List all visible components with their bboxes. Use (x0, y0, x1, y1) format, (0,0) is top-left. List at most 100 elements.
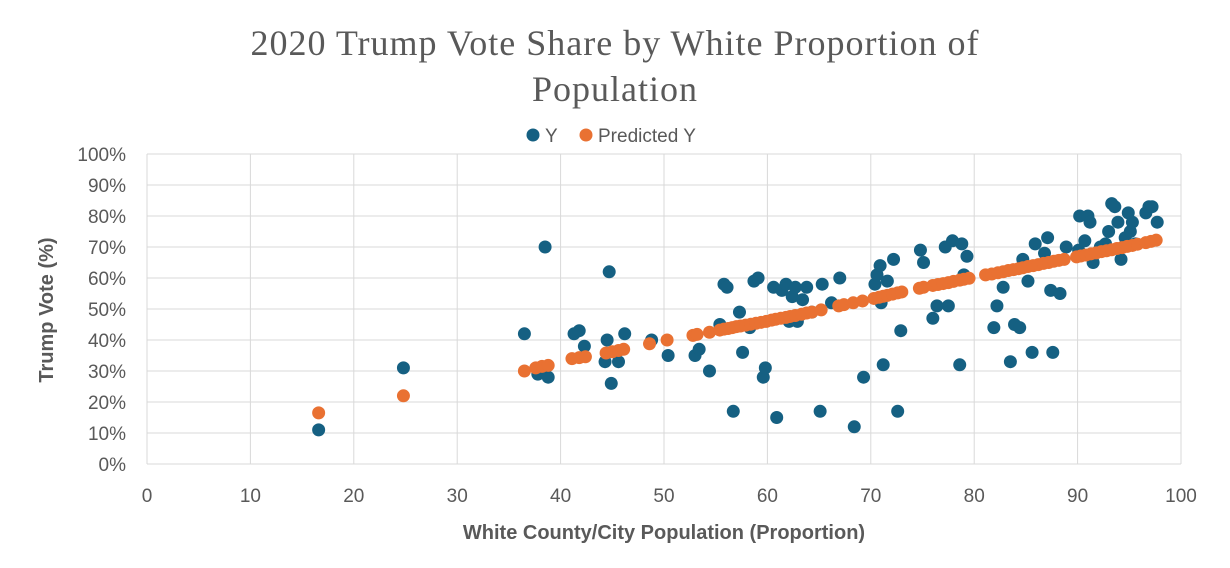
point-y (987, 321, 1001, 335)
point-y (726, 404, 740, 418)
point-predicted-y (690, 327, 704, 341)
point-y (873, 259, 887, 273)
chart-title-line-1: 2020 Trump Vote Share by White Proportio… (250, 23, 980, 63)
point-y (930, 299, 944, 313)
point-predicted-y (1149, 233, 1163, 247)
legend-label-y: Y (545, 126, 558, 147)
point-y (1013, 321, 1027, 335)
point-y (692, 342, 706, 356)
point-y (887, 252, 901, 266)
point-y (833, 271, 847, 285)
point-y (880, 274, 894, 288)
y-tick-label: 70% (88, 238, 126, 259)
x-tick-label: 10 (240, 486, 261, 507)
point-y (913, 243, 927, 257)
y-tick-label: 100% (77, 145, 126, 166)
y-tick-label: 60% (88, 269, 126, 290)
point-y (732, 305, 746, 319)
point-predicted-y (643, 337, 657, 351)
point-y (1028, 237, 1042, 251)
point-predicted-y (517, 364, 531, 378)
point-y (926, 311, 940, 325)
point-y (1046, 345, 1060, 359)
point-y (996, 280, 1010, 294)
point-y (312, 423, 326, 437)
x-tick-label: 80 (964, 486, 985, 507)
point-predicted-y (814, 303, 828, 317)
point-y (604, 376, 618, 390)
point-y (661, 349, 675, 362)
chart-title-line-2: Population (531, 69, 698, 109)
point-predicted-y (856, 294, 870, 308)
point-y (1053, 287, 1067, 300)
gridlines (146, 153, 1182, 465)
legend-marker-predicted-y (579, 128, 593, 142)
x-tick-label: 50 (653, 486, 674, 507)
y-tick-label: 10% (88, 424, 126, 445)
point-y (1078, 234, 1092, 248)
point-y (1021, 274, 1035, 288)
point-y (891, 404, 905, 418)
point-y (788, 280, 802, 294)
point-y (517, 327, 531, 341)
y-tick-label: 80% (88, 207, 126, 228)
point-y (1111, 215, 1125, 229)
point-y (1145, 200, 1159, 214)
point-y (577, 339, 591, 353)
point-y (955, 237, 969, 251)
point-y (941, 299, 955, 313)
point-y (800, 280, 814, 294)
point-y (894, 324, 908, 338)
x-tick-labels: 0 10 20 30 40 50 60 70 80 90 100 (142, 486, 1197, 507)
y-tick-label: 40% (88, 331, 126, 352)
y-tick-label: 30% (88, 362, 126, 383)
point-y (796, 293, 810, 307)
point-y (736, 345, 750, 359)
point-predicted-y (895, 285, 909, 299)
x-tick-label: 40 (550, 486, 571, 507)
point-y (572, 324, 586, 338)
point-y (770, 411, 784, 424)
point-y (600, 333, 614, 347)
point-y (847, 420, 861, 434)
point-y (1114, 252, 1128, 266)
point-y (541, 370, 555, 384)
y-tick-label: 50% (88, 300, 126, 321)
point-y (1041, 231, 1055, 245)
point-y (1150, 215, 1164, 229)
point-y (960, 249, 974, 263)
y-tick-label: 0% (99, 455, 127, 476)
point-predicted-y (578, 350, 592, 364)
point-predicted-y (1057, 252, 1071, 266)
point-predicted-y (660, 333, 674, 347)
point-y (953, 358, 967, 372)
legend: Y Predicted Y (526, 126, 696, 147)
point-predicted-y (617, 342, 631, 356)
x-tick-label: 30 (447, 486, 468, 507)
x-tick-label: 70 (860, 486, 881, 507)
point-predicted-y (312, 406, 326, 420)
chart-title: 2020 Trump Vote Share by White Proportio… (0, 20, 1230, 112)
x-tick-label: 100 (1165, 486, 1197, 507)
point-y (1059, 240, 1073, 254)
y-tick-label: 20% (88, 393, 126, 414)
point-y (1108, 200, 1122, 214)
point-y (1102, 225, 1116, 238)
point-y (396, 361, 410, 375)
point-y (1025, 345, 1039, 359)
point-y (618, 327, 632, 341)
point-y (612, 355, 626, 369)
point-y (917, 256, 931, 269)
data-points (312, 197, 1164, 437)
point-y (1003, 355, 1017, 369)
point-y (1083, 215, 1097, 229)
legend-label-predicted-y: Predicted Y (598, 126, 696, 147)
point-predicted-y (541, 358, 555, 372)
point-y (857, 370, 871, 384)
point-y (751, 271, 765, 285)
point-y (876, 358, 890, 372)
point-y (813, 404, 827, 418)
point-predicted-y (962, 271, 976, 285)
point-predicted-y (396, 389, 410, 403)
